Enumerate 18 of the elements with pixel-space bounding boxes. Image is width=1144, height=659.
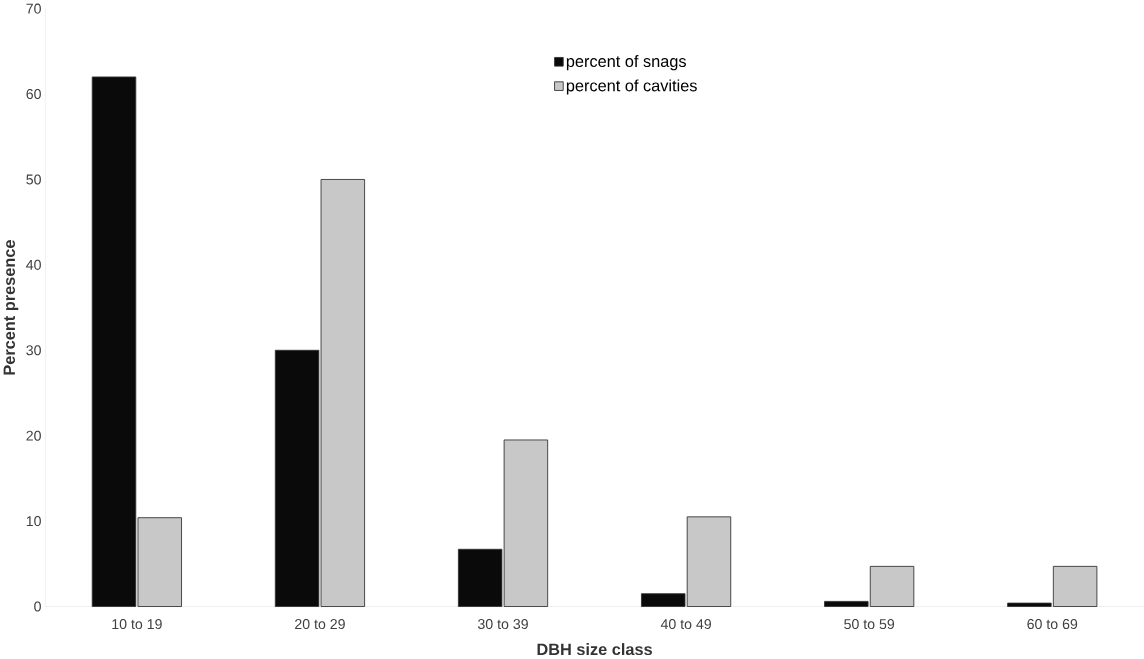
legend-label: percent of cavities — [566, 79, 697, 95]
y-tick-label: 0 — [34, 601, 41, 612]
x-tick-label: 40 to 49 — [660, 619, 711, 630]
y-tick-label: 50 — [26, 174, 41, 185]
y-tick-label: 70 — [26, 3, 41, 14]
y-tick-label: 20 — [26, 430, 41, 441]
x-tick-label: 50 to 59 — [844, 619, 895, 630]
y-axis-title: Percent presence — [3, 240, 19, 375]
y-tick-label: 30 — [26, 345, 41, 356]
y-tick-label: 40 — [26, 259, 41, 271]
y-tick-label: 10 — [26, 516, 41, 527]
x-axis-title: DBH size class — [537, 643, 652, 656]
x-tick-label: 60 to 69 — [1027, 619, 1078, 630]
x-tick-label: 30 to 39 — [477, 619, 528, 630]
legend-label: percent of snags — [566, 55, 686, 71]
x-tick-label: 10 to 19 — [112, 619, 162, 630]
y-tick-label: 60 — [26, 89, 41, 100]
x-tick-label: 20 to 29 — [295, 619, 345, 630]
